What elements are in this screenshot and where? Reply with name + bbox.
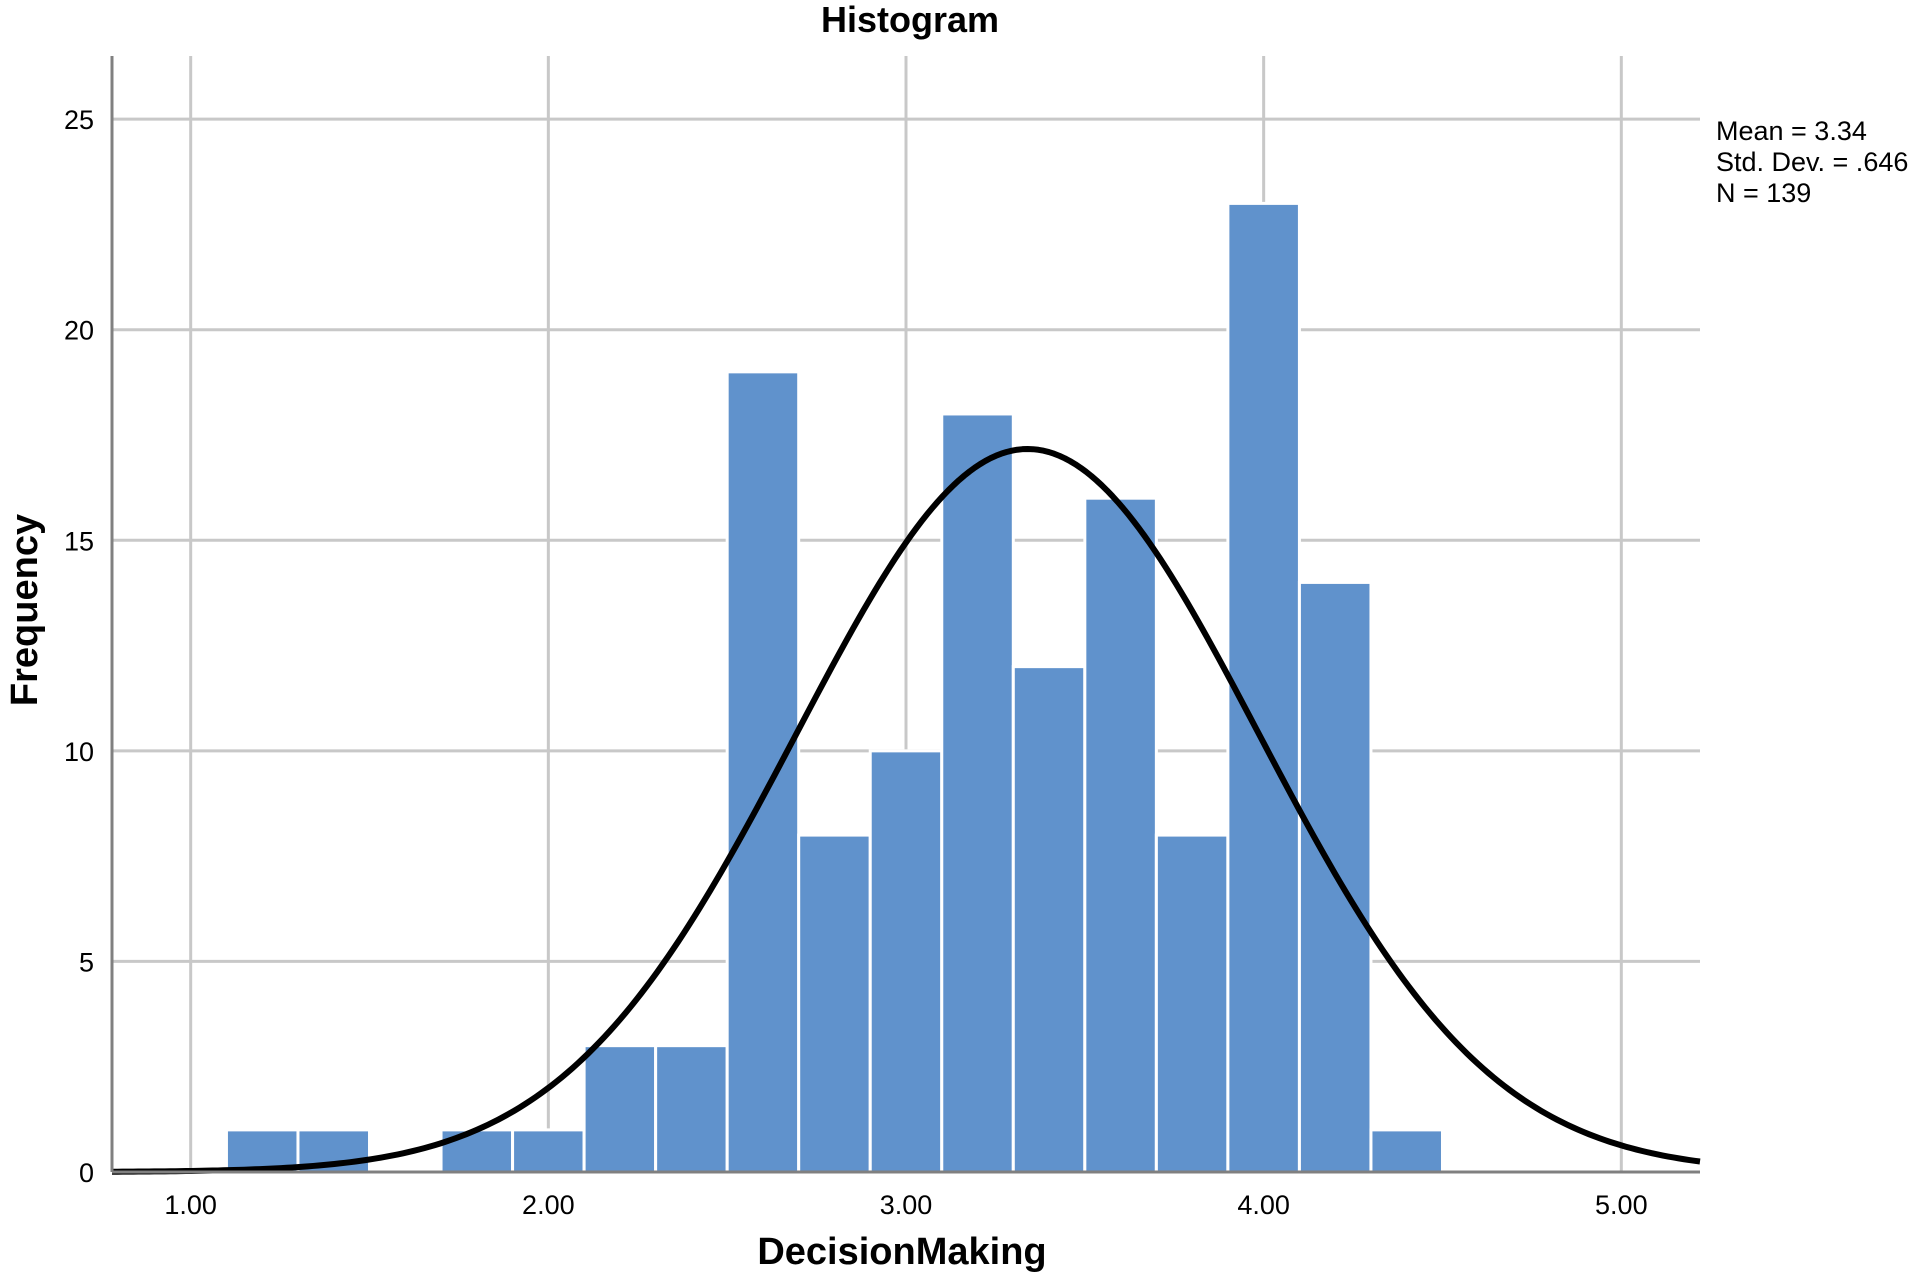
stat-mean: Mean = 3.34 xyxy=(1716,116,1867,146)
histogram-bar-10 xyxy=(940,412,1015,1174)
histogram-bar-5 xyxy=(582,1044,658,1174)
x-tick-label-2: 3.00 xyxy=(880,1190,933,1220)
histogram-bar-3 xyxy=(439,1128,515,1174)
y-tick-label-1: 5 xyxy=(79,947,94,977)
histogram-bar-11 xyxy=(1011,665,1087,1174)
normal-curve xyxy=(111,446,1701,1175)
x-tick-label-3: 4.00 xyxy=(1237,1190,1290,1220)
axes xyxy=(110,56,1700,1174)
y-tick-label-5: 25 xyxy=(64,105,94,135)
x-tick-label-0: 1.00 xyxy=(164,1190,217,1220)
histogram-bar-12 xyxy=(1083,496,1158,1174)
chart-title: Histogram xyxy=(821,0,999,40)
y-tick-label-3: 15 xyxy=(64,526,94,556)
histogram-bar-16 xyxy=(1369,1128,1444,1174)
x-tick-label-4: 5.00 xyxy=(1595,1190,1648,1220)
stats-legend: Mean = 3.34 Std. Dev. = .646 N = 139 xyxy=(1716,116,1908,208)
histogram-bar-9 xyxy=(868,749,944,1174)
x-axis-label: DecisionMaking xyxy=(757,1231,1046,1273)
y-tick-label-4: 20 xyxy=(64,316,94,346)
histogram-bar-14 xyxy=(1226,201,1301,1174)
stat-std-dev: Std. Dev. = .646 xyxy=(1716,147,1908,177)
histogram-bar-8 xyxy=(797,833,872,1174)
y-tick-label-0: 0 xyxy=(79,1158,94,1188)
histogram-bar-4 xyxy=(511,1128,586,1174)
histogram-bar-7 xyxy=(725,370,801,1174)
histogram-bar-6 xyxy=(654,1044,729,1174)
y-axis-label: Frequency xyxy=(4,514,46,706)
y-tick-labels: 0 5 10 15 20 25 xyxy=(64,105,94,1188)
y-tick-label-2: 10 xyxy=(64,737,94,767)
stat-n: N = 139 xyxy=(1716,178,1811,208)
histogram-bar-13 xyxy=(1154,833,1230,1174)
x-tick-labels: 1.00 2.00 3.00 4.00 5.00 xyxy=(164,1190,1647,1220)
x-tick-label-1: 2.00 xyxy=(522,1190,575,1220)
bars xyxy=(224,201,1444,1174)
